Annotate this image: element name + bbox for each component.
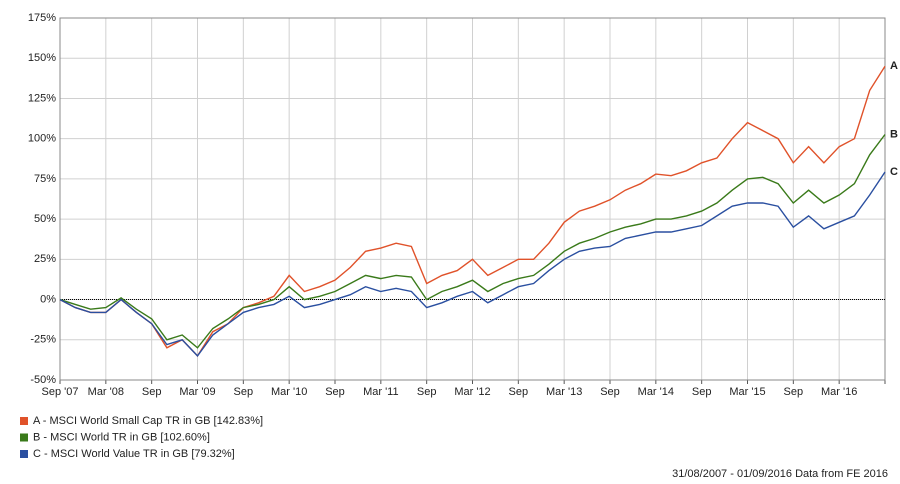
series-line	[59, 134, 886, 349]
legend-swatch	[20, 417, 28, 425]
y-tick-label: 100%	[28, 133, 56, 145]
x-tick-label: Mar '13	[546, 386, 582, 398]
x-tick-label: Sep	[692, 386, 712, 398]
plot-frame	[59, 17, 886, 381]
x-tick-label: Mar '10	[271, 386, 307, 398]
x-tick-label: Sep	[509, 386, 529, 398]
legend-label: C - MSCI World Value TR in GB [79.32%]	[33, 448, 235, 460]
x-tick-label: Sep	[234, 386, 254, 398]
y-tick-label: -50%	[30, 374, 56, 386]
y-tick-label: 0%	[40, 293, 56, 305]
legend-swatch	[20, 433, 28, 442]
y-tick-label: 150%	[28, 52, 56, 64]
x-tick-label: Mar '15	[729, 386, 765, 398]
x-tick-label: Mar '09	[179, 386, 215, 398]
end-label: B	[890, 128, 898, 140]
y-tick-label: 125%	[28, 92, 56, 104]
x-tick-label: Mar '12	[454, 386, 490, 398]
y-tick-label: 75%	[34, 173, 56, 185]
x-tick-label: Sep	[784, 386, 804, 398]
legend-label: B - MSCI World TR in GB [102.60%]	[33, 431, 210, 443]
y-tick-label: -25%	[30, 334, 56, 346]
x-tick-label: Sep	[600, 386, 620, 398]
y-tick-label: 25%	[34, 253, 56, 265]
x-tick-label: Sep	[325, 386, 345, 398]
legend-label: A - MSCI World Small Cap TR in GB [142.8…	[33, 415, 263, 427]
legend-swatch	[20, 450, 28, 458]
end-label: C	[890, 166, 898, 178]
source-note: 31/08/2007 - 01/09/2016 Data from FE 201…	[672, 468, 888, 480]
x-tick-label: Mar '08	[88, 386, 124, 398]
x-tick-label: Mar '14	[638, 386, 674, 398]
end-label: A	[890, 60, 898, 72]
series-line	[59, 171, 886, 357]
x-tick-label: Sep '07	[42, 386, 79, 398]
y-tick-label: 175%	[28, 12, 56, 24]
x-tick-label: Mar '11	[363, 386, 399, 398]
x-tick-label: Sep	[417, 386, 437, 398]
x-tick-label: Sep	[142, 386, 162, 398]
y-tick-label: 50%	[34, 213, 56, 225]
x-tick-label: Mar '16	[821, 386, 857, 398]
